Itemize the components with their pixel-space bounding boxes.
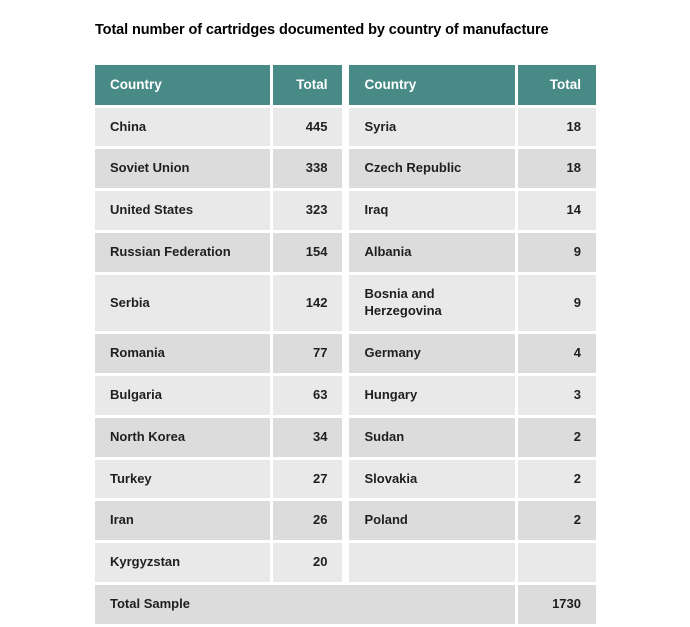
table-row: Russian Federation 154 Albania 9	[95, 233, 596, 273]
cell-total: 34	[273, 417, 343, 457]
cell-country: United States	[95, 191, 271, 231]
total-sample-label: Total Sample	[95, 585, 515, 625]
total-sample-value: 1730	[517, 585, 596, 625]
footer-row: Total Sample 1730	[95, 585, 596, 625]
cartridges-by-country-table: Country Total Country Total China 445 Sy…	[92, 62, 599, 627]
table-row: Soviet Union 338 Czech Republic 18	[95, 149, 596, 189]
table-row: Romania 77 Germany 4	[95, 333, 596, 373]
cell-total: 154	[273, 233, 343, 273]
cell-total: 9	[517, 233, 596, 273]
cell-total: 445	[273, 107, 343, 147]
cell-total: 2	[517, 417, 596, 457]
cell-total: 26	[273, 501, 343, 541]
cell-country: Albania	[345, 233, 515, 273]
header-row: Country Total Country Total	[95, 65, 596, 105]
cell-total: 18	[517, 149, 596, 189]
cell-total: 63	[273, 375, 343, 415]
cell-total: 2	[517, 459, 596, 499]
table-footer: Total Sample 1730	[95, 585, 596, 625]
cell-total: 323	[273, 191, 343, 231]
cell-country: Syria	[345, 107, 515, 147]
table-row: North Korea 34 Sudan 2	[95, 417, 596, 457]
cell-country: Poland	[345, 501, 515, 541]
cell-country: North Korea	[95, 417, 271, 457]
header-total-right: Total	[517, 65, 596, 105]
table-row: Kyrgyzstan 20	[95, 543, 596, 583]
cell-total: 142	[273, 275, 343, 331]
cell-country: Sudan	[345, 417, 515, 457]
cell-country: Soviet Union	[95, 149, 271, 189]
cell-country: Iraq	[345, 191, 515, 231]
cell-country: Kyrgyzstan	[95, 543, 271, 583]
cell-total: 4	[517, 333, 596, 373]
cell-country: Slovakia	[345, 459, 515, 499]
cell-total	[517, 543, 596, 583]
cell-total: 27	[273, 459, 343, 499]
cell-total: 14	[517, 191, 596, 231]
table-row: Iran 26 Poland 2	[95, 501, 596, 541]
table-row: United States 323 Iraq 14	[95, 191, 596, 231]
cell-total: 77	[273, 333, 343, 373]
table-row: China 445 Syria 18	[95, 107, 596, 147]
cell-country: Romania	[95, 333, 271, 373]
page-title: Total number of cartridges documented by…	[95, 22, 549, 38]
cell-country: Czech Republic	[345, 149, 515, 189]
cell-total: 18	[517, 107, 596, 147]
header-country-right: Country	[345, 65, 515, 105]
table-header: Country Total Country Total	[95, 65, 596, 105]
cell-country: Germany	[345, 333, 515, 373]
table-row: Bulgaria 63 Hungary 3	[95, 375, 596, 415]
table-figure: Total number of cartridges documented by…	[92, 22, 652, 627]
cell-total: 3	[517, 375, 596, 415]
cell-country: China	[95, 107, 271, 147]
table-row: Serbia 142 Bosnia and Herzegovina 9	[95, 275, 596, 331]
cell-country: Bosnia and Herzegovina	[345, 275, 515, 331]
header-total-left: Total	[273, 65, 343, 105]
cell-country: Iran	[95, 501, 271, 541]
table-body: China 445 Syria 18 Soviet Union 338 Czec…	[95, 107, 596, 583]
table-row: Turkey 27 Slovakia 2	[95, 459, 596, 499]
cell-total: 20	[273, 543, 343, 583]
cell-total: 2	[517, 501, 596, 541]
header-country-left: Country	[95, 65, 271, 105]
cell-country: Hungary	[345, 375, 515, 415]
cell-country: Russian Federation	[95, 233, 271, 273]
cell-total: 338	[273, 149, 343, 189]
cell-country: Turkey	[95, 459, 271, 499]
cell-total: 9	[517, 275, 596, 331]
cell-country: Serbia	[95, 275, 271, 331]
cell-country	[345, 543, 515, 583]
cell-country: Bulgaria	[95, 375, 271, 415]
